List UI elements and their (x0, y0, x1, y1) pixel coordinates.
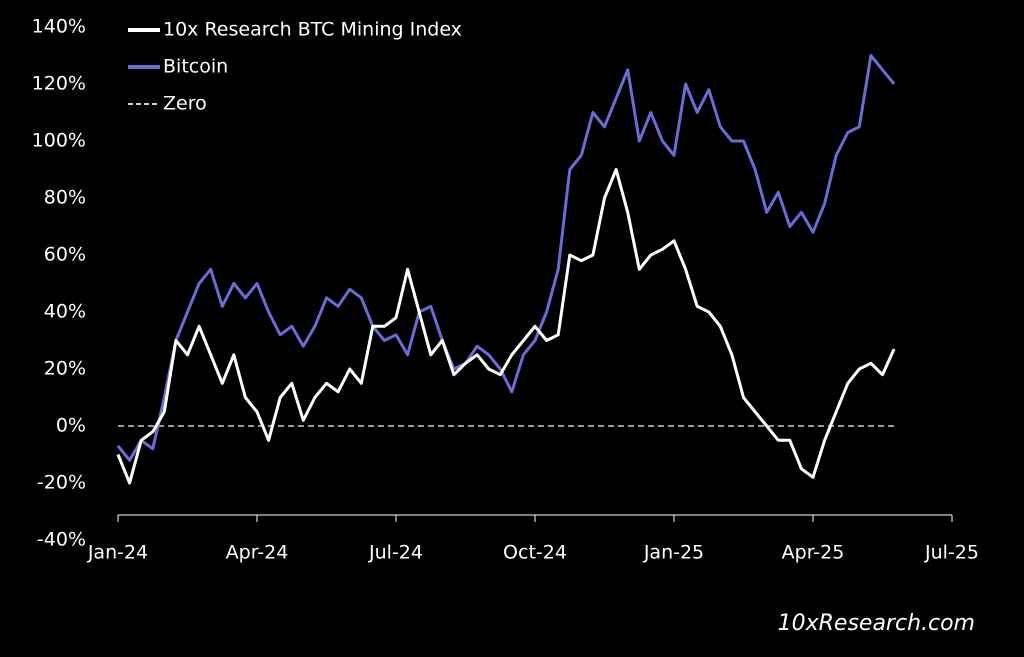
series-line (116, 54, 896, 462)
x-tick-label: Apr-25 (782, 542, 845, 564)
y-tick-label: -20% (37, 472, 86, 494)
y-tick-label: 0% (56, 415, 86, 437)
x-tick-label: Jul-24 (368, 542, 423, 564)
y-tick-label: 60% (44, 244, 86, 266)
legend-label: Bitcoin (163, 56, 228, 78)
legend-label: 10x Research BTC Mining Index (163, 19, 462, 41)
y-tick-label: 40% (44, 301, 86, 323)
x-tick-label: Oct-24 (503, 542, 567, 564)
y-tick-label: -40% (37, 529, 86, 551)
series-line (116, 168, 896, 485)
legend-label: Zero (163, 93, 207, 115)
watermark: 10xResearch.com (778, 611, 975, 636)
y-tick-label: 20% (44, 358, 86, 380)
x-tick-label: Jul-25 (924, 542, 979, 564)
y-tick-label: 100% (32, 130, 86, 152)
x-tick-label: Jan-24 (87, 542, 148, 564)
x-tick-label: Jan-25 (643, 542, 704, 564)
y-tick-label: 140% (32, 16, 86, 38)
x-tick-label: Apr-24 (226, 542, 289, 564)
y-tick-label: 80% (44, 187, 86, 209)
y-tick-label: 120% (32, 73, 86, 95)
